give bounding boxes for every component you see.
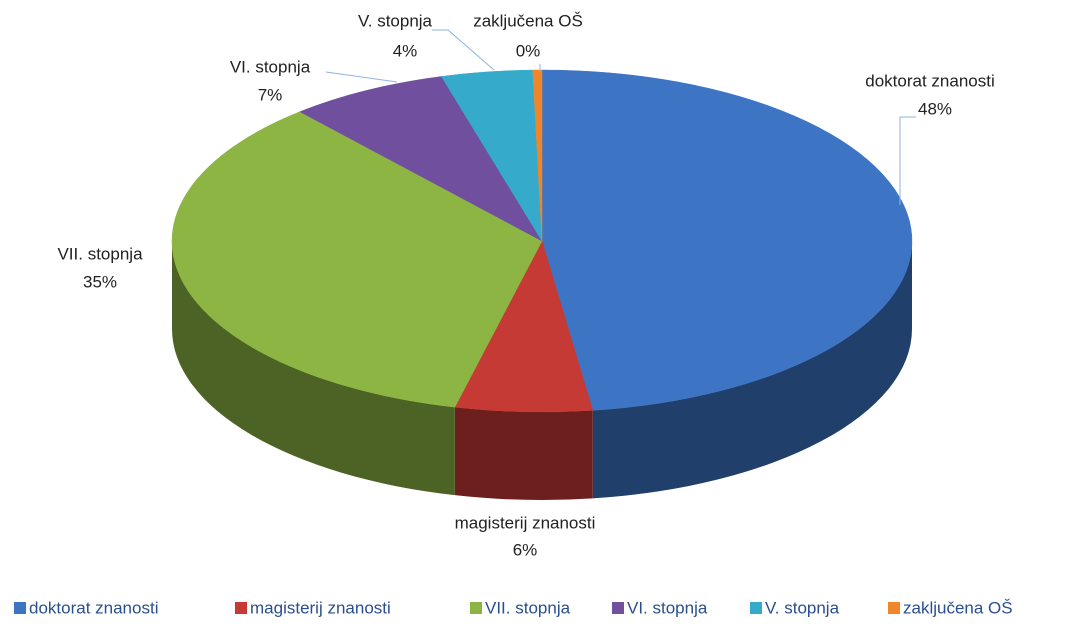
data-label-value: 7% xyxy=(258,85,283,104)
legend-label: doktorat znanosti xyxy=(29,598,158,617)
data-label-name: VI. stopnja xyxy=(230,57,311,76)
pie-slice xyxy=(454,240,594,413)
legend-swatch xyxy=(235,602,247,614)
data-label-value: 0% xyxy=(516,41,541,60)
leader-line xyxy=(432,29,495,71)
data-label-value: 35% xyxy=(83,272,117,291)
pie-slice-side xyxy=(454,407,593,500)
legend-swatch xyxy=(14,602,26,614)
legend-swatch xyxy=(888,602,900,614)
pie-slice-side xyxy=(172,241,455,496)
data-label-name: doktorat znanosti xyxy=(865,71,994,90)
data-label-name: zaključena OŠ xyxy=(473,11,583,30)
data-label-name: V. stopnja xyxy=(358,11,433,30)
legend-swatch xyxy=(470,602,482,614)
data-label-value: 4% xyxy=(393,41,418,60)
leader-line xyxy=(899,116,916,205)
data-label-value: 48% xyxy=(918,99,952,118)
legend-label: VII. stopnja xyxy=(485,598,571,617)
leader-line xyxy=(325,71,398,83)
legend-label: magisterij znanosti xyxy=(250,598,391,617)
legend-label: zaključena OŠ xyxy=(903,598,1013,617)
data-label-value: 6% xyxy=(513,540,538,559)
pie-slice xyxy=(541,69,913,411)
data-label-name: VII. stopnja xyxy=(57,244,143,263)
pie-sides xyxy=(172,241,913,500)
data-label-name: magisterij znanosti xyxy=(455,513,596,532)
legend-label: V. stopnja xyxy=(765,598,840,617)
pie-slice-side xyxy=(592,241,913,499)
legend-label: VI. stopnja xyxy=(627,598,708,617)
pie-slice xyxy=(171,111,543,408)
pie-slice xyxy=(532,69,543,242)
legend-swatch xyxy=(612,602,624,614)
legend-swatch xyxy=(750,602,762,614)
pie-tops xyxy=(171,69,913,413)
pie-slice xyxy=(299,76,543,242)
